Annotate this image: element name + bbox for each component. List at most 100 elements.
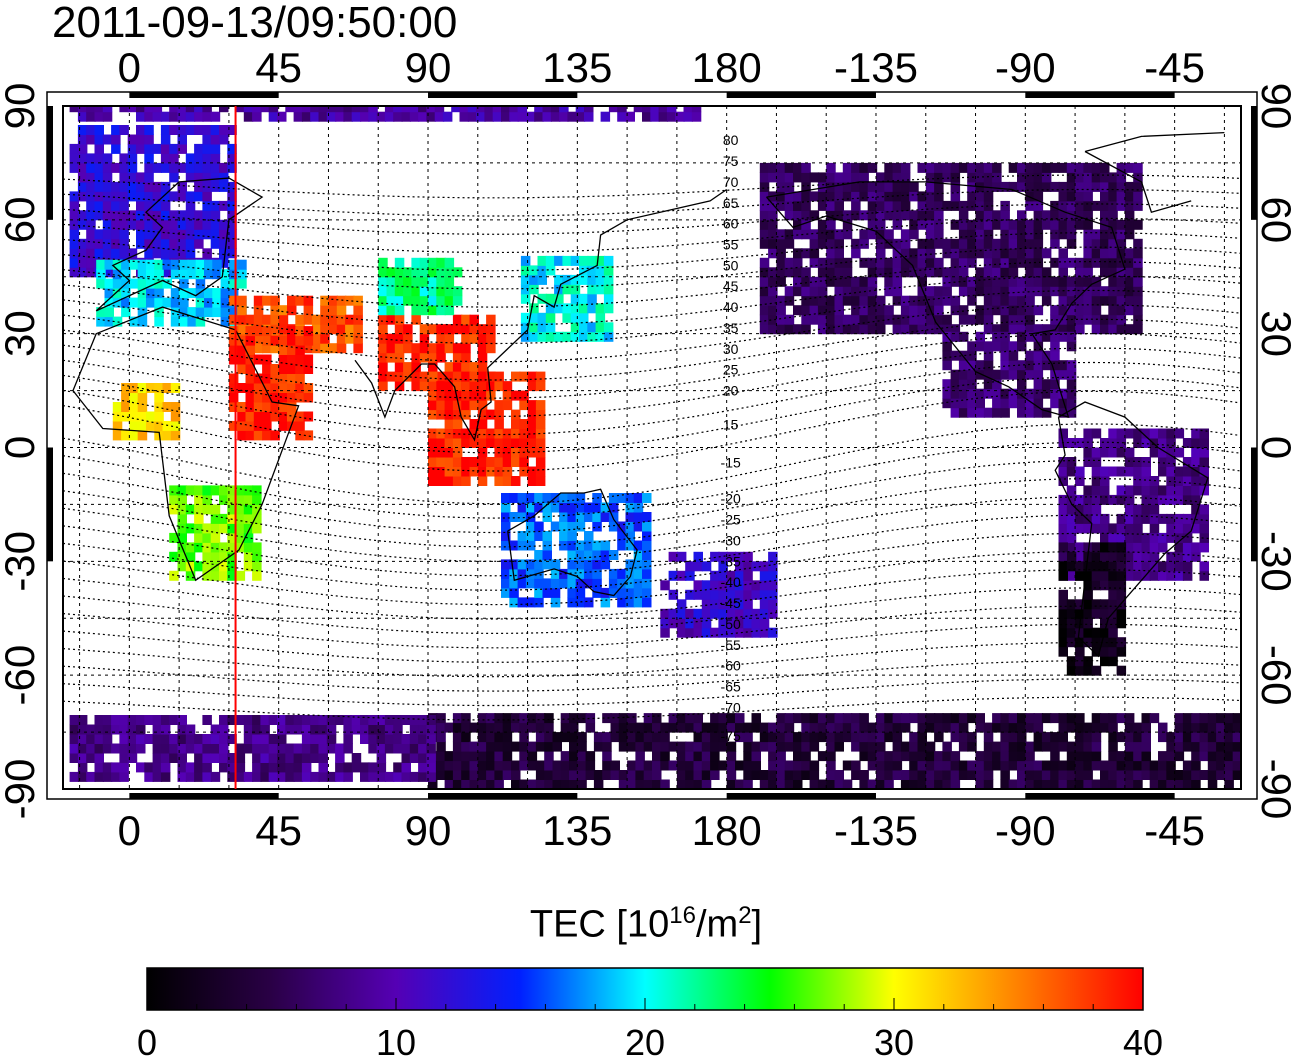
tec-cell [1075, 257, 1085, 268]
magnetic-latitude-contour [63, 174, 1241, 199]
tec-cell [1108, 466, 1118, 477]
tec-cell [642, 106, 652, 113]
tec-cell [1000, 713, 1010, 724]
tec-cell [1108, 561, 1118, 572]
tec-cell [1133, 741, 1143, 752]
tec-cell [336, 324, 347, 335]
tec-cell [295, 295, 305, 306]
tec-cell [1058, 191, 1068, 202]
tec-cell [535, 713, 546, 724]
tec-cell [494, 419, 504, 429]
tec-cell [958, 732, 969, 743]
tec-cell [428, 466, 438, 477]
tec-cell [1216, 751, 1226, 762]
tec-cell [253, 326, 264, 337]
tec-cell [436, 257, 446, 268]
tec-cell [958, 741, 969, 752]
tec-cell [1166, 760, 1176, 771]
tec-cell [917, 276, 927, 287]
tec-cell [1100, 494, 1110, 505]
tec-cell [237, 411, 247, 422]
tec-cell [270, 430, 280, 441]
tec-cell [452, 722, 463, 733]
contour-label: -35 [721, 553, 741, 569]
tec-cell [1108, 760, 1118, 771]
tec-cell [859, 181, 869, 192]
tec-cell [1050, 238, 1060, 249]
tec-cell [121, 297, 131, 308]
tec-cell [1216, 770, 1226, 780]
tec-cell [436, 447, 446, 458]
tec-cell [950, 162, 961, 173]
tec-cell [129, 402, 139, 412]
tec-cell [1141, 732, 1151, 743]
tec-cell [1091, 779, 1102, 789]
tec-cell [1033, 229, 1044, 240]
tec-cell [554, 293, 564, 304]
tec-cell [177, 504, 187, 515]
tec-cell [469, 390, 479, 401]
tec-cell [967, 172, 977, 183]
tec-cell [1008, 295, 1019, 306]
tec-cell [1033, 379, 1044, 390]
tec-cell [119, 172, 129, 183]
tec-cell [486, 438, 496, 448]
tec-cell [170, 402, 181, 412]
tec-cell [219, 734, 229, 744]
tec-cell [1224, 770, 1234, 780]
tec-cell [560, 779, 571, 789]
tec-cell [776, 295, 786, 306]
tec-cell [983, 229, 994, 240]
tec-cell [1083, 447, 1093, 458]
tec-cell [537, 255, 547, 266]
tec-cell [428, 286, 438, 297]
tec-cell [195, 316, 206, 327]
tec-cell [428, 381, 438, 392]
tec-cell [579, 265, 589, 276]
tec-cell [486, 324, 496, 335]
tec-cell [1124, 542, 1135, 553]
tec-cell [1108, 589, 1118, 600]
tec-cell [900, 248, 911, 259]
tec-cell [1000, 210, 1010, 221]
tec-cell [851, 713, 861, 724]
tec-cell [195, 297, 206, 308]
tec-cell [1158, 542, 1168, 553]
tec-cell [469, 760, 479, 771]
tec-cell [1075, 608, 1085, 619]
tec-cell [1199, 428, 1209, 439]
tec-cell [569, 770, 579, 780]
tec-cell [1066, 398, 1077, 409]
tec-cell [859, 229, 869, 240]
tec-cell [992, 722, 1002, 733]
contour-label: 20 [723, 383, 739, 399]
tec-cell [152, 734, 163, 744]
tec-cell [1124, 286, 1135, 297]
tec-cell [185, 172, 196, 183]
tec-cell [461, 732, 471, 743]
tec-cell [409, 724, 420, 735]
tec-cell [1075, 551, 1085, 562]
tec-cell [220, 278, 231, 289]
tec-cell [326, 111, 337, 122]
tec-cell [934, 713, 944, 724]
tec-cell [270, 364, 280, 374]
tec-cell [934, 210, 944, 221]
tec-cell [202, 551, 212, 562]
tec-cell [826, 267, 836, 278]
tec-cell [517, 512, 528, 522]
tec-cell [992, 276, 1002, 287]
tec-cell [562, 255, 572, 266]
tec-cell [759, 162, 770, 173]
tec-cell [934, 779, 944, 789]
tec-cell [842, 314, 853, 325]
tec-cell [368, 724, 378, 735]
tec-cell [428, 295, 438, 306]
tec-cell [718, 599, 728, 610]
tec-cell [1091, 732, 1102, 743]
tec-cell [934, 324, 944, 335]
tec-cell [909, 248, 919, 259]
tec-cell [693, 760, 703, 771]
tec-cell [1166, 523, 1176, 534]
tec-cell [1025, 369, 1035, 380]
